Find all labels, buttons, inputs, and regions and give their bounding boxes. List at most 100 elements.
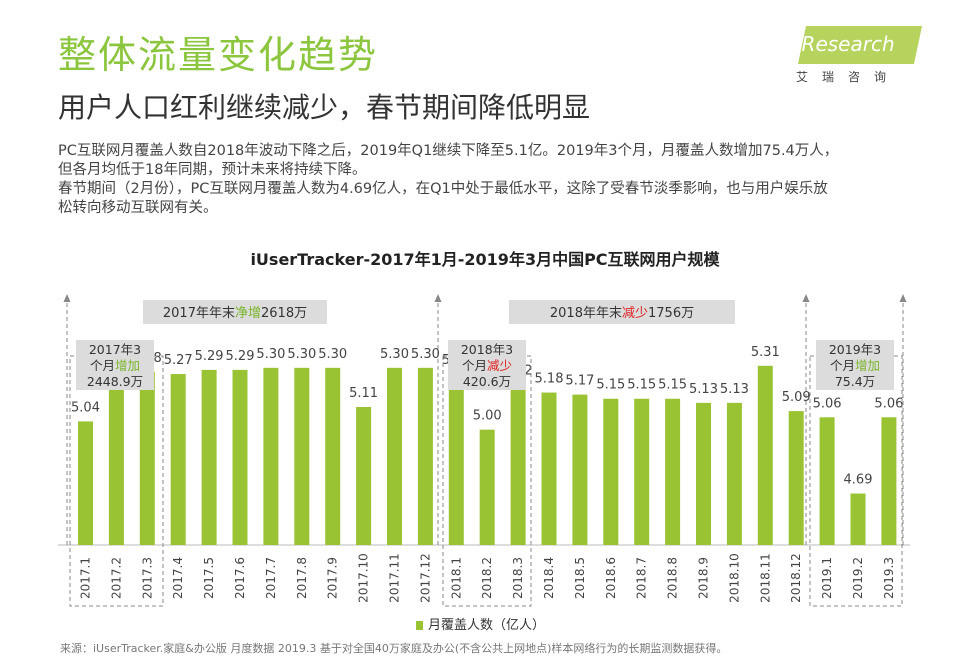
bar: [78, 421, 93, 545]
category-label: 2019.1: [820, 557, 834, 599]
quarter-dashed-box: [69, 355, 164, 607]
category-label: 2017.4: [171, 557, 185, 599]
value-label: 5.31: [751, 345, 780, 360]
value-label: 5.29: [195, 349, 224, 364]
category-label: 2018.6: [604, 557, 618, 599]
chart-legend: 月覆盖人数（亿人）: [416, 614, 545, 633]
annotation-text: 2018年年末减少1756万: [550, 306, 694, 321]
annotation-text: 75.4万: [835, 374, 875, 389]
category-label: 2018.2: [480, 557, 494, 599]
bar: [850, 493, 866, 545]
bar-chart: 5.042017.15.262017.25.282017.35.272017.4…: [58, 294, 910, 607]
value-label: 4.69: [844, 473, 873, 488]
bar: [541, 392, 557, 545]
bar: [417, 367, 433, 545]
bar: [510, 384, 526, 545]
bar: [356, 406, 372, 545]
chart-title: iUserTracker-2017年1月-2019年3月中国PC互联网用户规模: [250, 250, 720, 269]
bar: [696, 402, 711, 545]
category-label: 2019.2: [851, 557, 865, 599]
annotation-box: [76, 340, 154, 390]
value-label: 5.06: [874, 396, 903, 411]
legend-swatch: [416, 621, 423, 630]
category-label: 2017.3: [140, 557, 154, 599]
description-line: 春节期间（2月份），PC互联网月覆盖人数为4.69亿人，在Q1中处于最低水平，这…: [58, 181, 828, 197]
bar: [201, 369, 217, 545]
category-label: 2018.3: [511, 557, 525, 599]
bar: [232, 369, 248, 545]
value-label: 5.11: [349, 386, 378, 401]
description-line: 松转向移动互联网有关。: [58, 200, 218, 216]
bar: [819, 417, 835, 545]
bar: [726, 402, 742, 545]
category-label: 2018.4: [542, 557, 556, 599]
category-label: 2018.12: [789, 553, 803, 603]
category-label: 2017.5: [202, 557, 216, 599]
value-label: 5.30: [287, 347, 316, 362]
bar: [448, 374, 464, 545]
bar: [108, 376, 124, 545]
bar: [170, 374, 186, 545]
category-label: 2017.6: [233, 557, 247, 599]
annotation-text: 2017年3: [89, 342, 141, 357]
legend-label: 月覆盖人数（亿人）: [428, 618, 546, 633]
category-label: 2017.12: [418, 553, 432, 603]
bar: [665, 398, 681, 545]
category-label: 2018.5: [573, 557, 587, 599]
bar: [603, 398, 619, 545]
bar: [788, 411, 804, 545]
category-label: 2018.8: [666, 557, 680, 599]
value-label: 5.13: [689, 382, 718, 397]
page-title: 整体流量变化趋势: [58, 33, 379, 77]
annotation-text: 2019年3: [829, 342, 881, 357]
separator-arrow: [899, 294, 907, 302]
category-label: 2018.10: [727, 553, 741, 603]
description-line: 但各月均低于18年同期，预计未来将持续下降。: [58, 162, 367, 178]
value-label: 5.30: [411, 347, 440, 362]
value-label: 5.15: [596, 378, 625, 393]
annotation-box: [448, 340, 526, 390]
annotation-text: 2448.9万: [87, 374, 143, 389]
annotation-text: 2018年3: [461, 342, 513, 357]
category-label: 2017.10: [357, 553, 371, 603]
value-label: 5.09: [782, 390, 811, 405]
category-label: 2018.7: [635, 557, 649, 599]
bar: [387, 367, 402, 545]
value-label: 5.30: [318, 347, 347, 362]
value-label: 5.06: [813, 396, 842, 411]
value-label: 5.15: [627, 378, 656, 393]
bar: [139, 371, 155, 545]
annotation-text: 个月增加: [90, 358, 140, 373]
category-label: 2017.11: [388, 553, 402, 603]
bar: [479, 429, 495, 545]
bar: [881, 417, 897, 545]
iresearch-logo: iResearch 艾瑞咨询: [792, 26, 923, 86]
annotation-box: [143, 300, 327, 324]
logo-text: iResearch: [796, 32, 895, 56]
value-label: 5.15: [658, 378, 687, 393]
source-note: 来源：iUserTracker.家庭&办公版 月度数据 2019.3 基于对全国…: [60, 642, 728, 655]
category-label: 2018.9: [697, 557, 711, 599]
category-label: 2017.8: [295, 557, 309, 599]
bar: [634, 398, 650, 545]
value-label: 5.29: [226, 349, 255, 364]
bar: [572, 394, 588, 545]
annotation-box: [509, 300, 735, 324]
bar: [263, 367, 279, 545]
category-label: 2018.1: [449, 557, 463, 599]
annotation-text: 个月增加: [830, 358, 880, 373]
logo-cn: 艾瑞咨询: [796, 70, 901, 84]
annotation-text: 2017年年末净增2618万: [163, 306, 307, 321]
page-subtitle: 用户人口红利继续减少，春节期间降低明显: [58, 91, 591, 124]
category-label: 2017.9: [326, 557, 340, 599]
value-label: 5.17: [565, 374, 594, 389]
separator-arrow: [63, 294, 71, 302]
annotation-box: [816, 340, 894, 390]
value-label: 5.04: [71, 400, 100, 415]
bar: [294, 367, 310, 545]
bar: [325, 367, 341, 545]
category-label: 2017.2: [109, 557, 123, 599]
category-label: 2019.3: [882, 557, 896, 599]
description-line: PC互联网月覆盖人数自2018年波动下降之后，2019年Q1继续下降至5.1亿。…: [58, 143, 839, 159]
value-label: 5.30: [256, 347, 285, 362]
